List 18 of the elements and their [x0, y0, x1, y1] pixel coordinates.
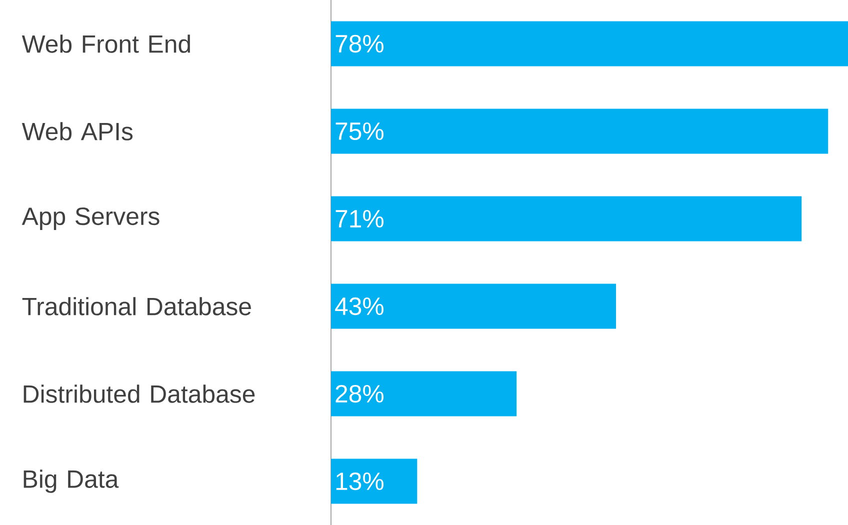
data-label: 43% [335, 297, 384, 316]
bar [331, 21, 848, 66]
y-tick-label: Distributed Database [24, 384, 255, 403]
bar [331, 196, 802, 242]
data-label: 75% [336, 122, 384, 140]
data-label: 28% [336, 384, 384, 403]
y-tick-label: App Servers [22, 207, 160, 230]
bar [331, 284, 616, 329]
bar [331, 108, 828, 154]
y-tick-label: Big Data [24, 470, 119, 493]
y-tick-label: Web APIs [22, 122, 133, 140]
y-tick-label: Traditional Database [22, 297, 251, 316]
bar [331, 458, 418, 504]
data-label: 78% [336, 34, 384, 53]
data-label: 13% [336, 472, 384, 490]
y-tick-label: Web Front End [22, 34, 190, 53]
bar [331, 371, 517, 416]
data-label: 71% [336, 210, 384, 228]
